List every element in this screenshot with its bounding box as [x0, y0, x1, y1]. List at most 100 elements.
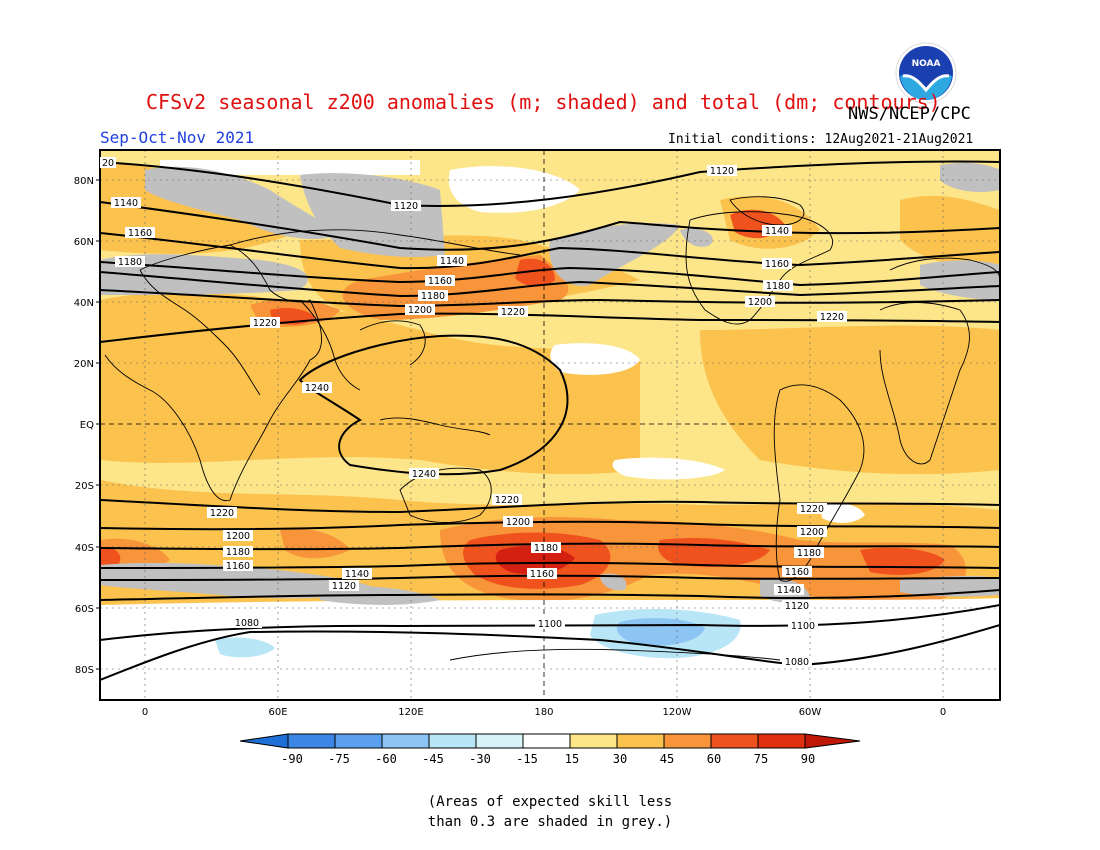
colorbar-swatch	[522, 733, 571, 749]
contour-label: 1160	[125, 227, 155, 239]
contour-label: 1220	[207, 507, 237, 519]
contour-label: 1160	[782, 566, 812, 578]
lat-label: 60N	[74, 237, 94, 248]
colorbar: -90 -75 -60 -45 -30 -15 15 30 45 60 75 9…	[239, 733, 861, 766]
lon-label: 60W	[799, 707, 822, 718]
colorbar-label: -75	[328, 752, 350, 766]
contour-labels: 20 1120 1120 1140 1140 1140 1160 1160 11…	[100, 157, 847, 668]
contour-label: 1080	[232, 617, 262, 629]
svg-text:1180: 1180	[766, 281, 790, 292]
svg-text:20: 20	[102, 158, 114, 169]
contour-label: 1140	[774, 584, 804, 596]
contour-label: 1180	[531, 542, 561, 554]
lat-label: 60S	[75, 604, 94, 615]
footnote-line: than 0.3 are shaded in grey.)	[427, 814, 673, 830]
logo-text: NOAA	[912, 59, 941, 69]
svg-text:1180: 1180	[118, 257, 142, 268]
svg-text:1180: 1180	[797, 548, 821, 559]
lon-label: 0	[142, 707, 148, 718]
svg-text:1100: 1100	[538, 619, 562, 630]
contour-label: 1100	[535, 618, 565, 630]
contour-label: 20	[100, 157, 116, 169]
svg-text:1140: 1140	[345, 569, 369, 580]
svg-text:1160: 1160	[765, 259, 789, 270]
lat-label: 40S	[75, 543, 94, 554]
colorbar-label: 75	[754, 752, 768, 766]
lon-label: 0	[940, 707, 946, 718]
figure-title: CFSv2 seasonal z200 anomalies (m; shaded…	[146, 90, 941, 114]
colorbar-label: 15	[565, 752, 579, 766]
svg-text:1220: 1220	[253, 318, 277, 329]
contour-label: 1220	[250, 317, 280, 329]
contour-label: 1120	[391, 200, 421, 212]
contour-label: 1120	[782, 600, 812, 612]
svg-text:1240: 1240	[305, 383, 329, 394]
svg-text:1180: 1180	[534, 543, 558, 554]
contour-label: 1140	[762, 225, 792, 237]
contour-label: 1100	[788, 620, 818, 632]
contour-label: 1220	[817, 311, 847, 323]
svg-text:1180: 1180	[226, 547, 250, 558]
lat-label: 80S	[75, 665, 94, 676]
colorbar-label: -30	[469, 752, 491, 766]
contour-label: 1140	[437, 255, 467, 267]
svg-text:1240: 1240	[412, 469, 436, 480]
colorbar-swatch	[334, 733, 383, 749]
noaa-logo: NOAA	[895, 42, 957, 104]
colorbar-label: 30	[613, 752, 627, 766]
svg-text:1140: 1140	[440, 256, 464, 267]
svg-text:1200: 1200	[506, 517, 530, 528]
contour-label: 1200	[745, 296, 775, 308]
season-label: Sep-Oct-Nov 2021	[100, 128, 255, 147]
colorbar-swatch	[475, 733, 524, 749]
colorbar-swatch	[757, 733, 806, 749]
contour-label: 1220	[797, 503, 827, 515]
svg-text:1180: 1180	[421, 291, 445, 302]
lon-label: 180	[534, 707, 553, 718]
contour-label: 1140	[342, 568, 372, 580]
contour-label: 1200	[405, 304, 435, 316]
colorbar-swatch	[710, 733, 759, 749]
lat-label: EQ	[80, 420, 94, 431]
lon-label: 120W	[663, 707, 692, 718]
svg-text:1100: 1100	[791, 621, 815, 632]
svg-text:1220: 1220	[800, 504, 824, 515]
contour-label: 1080	[782, 656, 812, 668]
svg-text:1160: 1160	[428, 276, 452, 287]
svg-text:1200: 1200	[800, 527, 824, 538]
contour-label: 1220	[498, 306, 528, 318]
contour-label: 1140	[111, 197, 141, 209]
svg-text:1220: 1220	[820, 312, 844, 323]
lat-label: 40N	[74, 298, 94, 309]
svg-text:1220: 1220	[501, 307, 525, 318]
initial-conditions: Initial conditions: 12Aug2021-21Aug2021	[668, 132, 974, 147]
svg-text:1160: 1160	[128, 228, 152, 239]
colorbar-swatch	[663, 733, 712, 749]
colorbar-left-arrow	[239, 733, 289, 749]
contour-label: 1220	[492, 494, 522, 506]
svg-text:1080: 1080	[235, 618, 259, 629]
contour-label: 1180	[418, 290, 448, 302]
svg-text:1140: 1140	[777, 585, 801, 596]
lat-label: 20N	[74, 359, 94, 370]
colorbar-swatch	[569, 733, 618, 749]
colorbar-label: -60	[375, 752, 397, 766]
contour-label: 1160	[527, 568, 557, 580]
svg-text:1200: 1200	[408, 305, 432, 316]
anomaly-shading	[100, 150, 1000, 700]
contour-label: 1200	[797, 526, 827, 538]
colorbar-label: -15	[516, 752, 538, 766]
contour-label: 1120	[707, 165, 737, 177]
svg-text:1080: 1080	[785, 657, 809, 668]
colorbar-right-arrow	[804, 733, 861, 749]
contour-label: 1200	[223, 530, 253, 542]
contour-label: 1180	[115, 256, 145, 268]
svg-text:1200: 1200	[748, 297, 772, 308]
colorbar-swatch	[616, 733, 665, 749]
svg-text:1220: 1220	[495, 495, 519, 506]
lat-label: 20S	[75, 481, 94, 492]
contour-label: 1180	[794, 547, 824, 559]
svg-text:1160: 1160	[226, 561, 250, 572]
lon-label: 60E	[268, 707, 287, 718]
